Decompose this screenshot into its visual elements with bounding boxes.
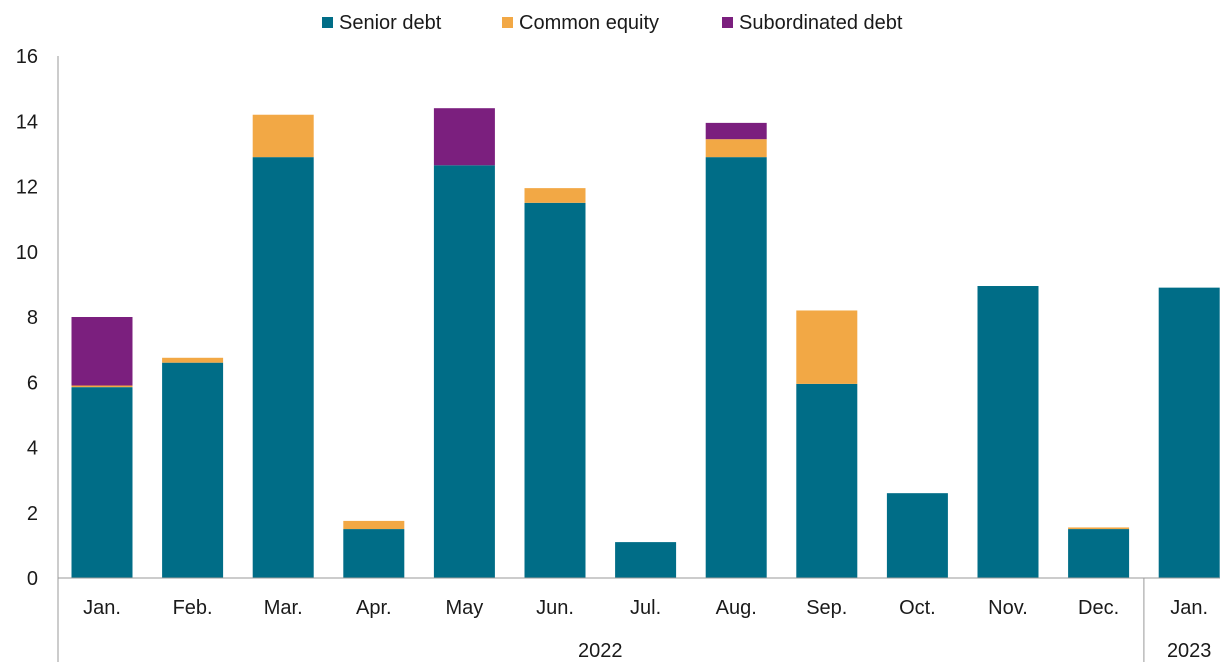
x-tick-label: Dec.	[1078, 597, 1119, 619]
bar-segment-0-10	[977, 286, 1039, 578]
x-group-label-1: 2023	[1167, 640, 1212, 662]
x-tick-label: Apr.	[356, 597, 392, 619]
x-tick-label: Oct.	[899, 597, 936, 619]
bar-segment-1-8	[796, 310, 858, 384]
x-tick-label: Mar.	[264, 597, 303, 619]
bar-segment-1-11	[1068, 527, 1130, 530]
x-axis: Jan. Feb. Mar. Apr. May Jun. Jul. Aug. Sep. Oct. N…	[57, 577, 1220, 662]
bar-segment-0-9	[886, 493, 948, 578]
bar-segment-0-6	[615, 542, 677, 578]
legend-label-0: Senior debt	[339, 12, 442, 34]
bar-segment-1-2	[252, 114, 314, 158]
legend-swatch-0	[322, 17, 333, 28]
legend: Senior debt Common equity Subordinated deb…	[322, 12, 903, 34]
bar-segment-2-7	[705, 122, 767, 140]
x-tick-label: Nov.	[988, 597, 1028, 619]
x-tick-label: Jan.	[1170, 597, 1208, 619]
y-tick-label: 4	[27, 438, 38, 460]
y-axis: 0 2 4 6 8 10 12 14 16	[16, 46, 59, 590]
y-tick-label: 16	[16, 46, 38, 68]
bar-segment-0-4	[433, 165, 495, 578]
bar-segment-1-1	[162, 357, 224, 363]
bar-segment-0-5	[524, 202, 586, 578]
y-tick-label: 14	[16, 111, 38, 133]
x-group-label-0: 2022	[578, 640, 623, 662]
y-tick-label: 10	[16, 242, 38, 264]
y-tick-label: 12	[16, 177, 38, 199]
bar-segment-0-11	[1068, 529, 1130, 578]
bar-segment-2-0	[71, 317, 133, 386]
bar-segment-0-1	[162, 362, 224, 578]
bar-segment-1-3	[343, 520, 405, 530]
bar-segment-0-12	[1158, 287, 1220, 578]
legend-swatch-2	[722, 17, 733, 28]
x-tick-label: Jul.	[630, 597, 661, 619]
x-tick-label: May	[446, 597, 484, 619]
bar-segment-0-8	[796, 383, 858, 578]
legend-label-2: Subordinated debt	[739, 12, 903, 34]
bars	[71, 108, 1220, 578]
legend-label-1: Common equity	[519, 12, 659, 34]
bar-segment-0-3	[343, 529, 405, 578]
x-tick-label: Sep.	[806, 597, 847, 619]
x-tick-label: Jun.	[536, 597, 574, 619]
bar-segment-0-7	[705, 157, 767, 578]
bar-segment-1-7	[705, 139, 767, 158]
y-tick-label: 2	[27, 503, 38, 525]
legend-swatch-1	[502, 17, 513, 28]
x-tick-label: Aug.	[716, 597, 757, 619]
bar-segment-0-2	[252, 157, 314, 578]
y-tick-label: 8	[27, 307, 38, 329]
y-tick-label: 6	[27, 372, 38, 394]
bar-segment-0-0	[71, 387, 133, 578]
bar-segment-1-5	[524, 188, 586, 203]
y-tick-label: 0	[27, 568, 38, 590]
x-tick-label: Jan.	[83, 597, 121, 619]
bar-segment-2-4	[433, 108, 495, 166]
x-tick-label: Feb.	[173, 597, 213, 619]
bar-segment-1-0	[71, 385, 133, 388]
